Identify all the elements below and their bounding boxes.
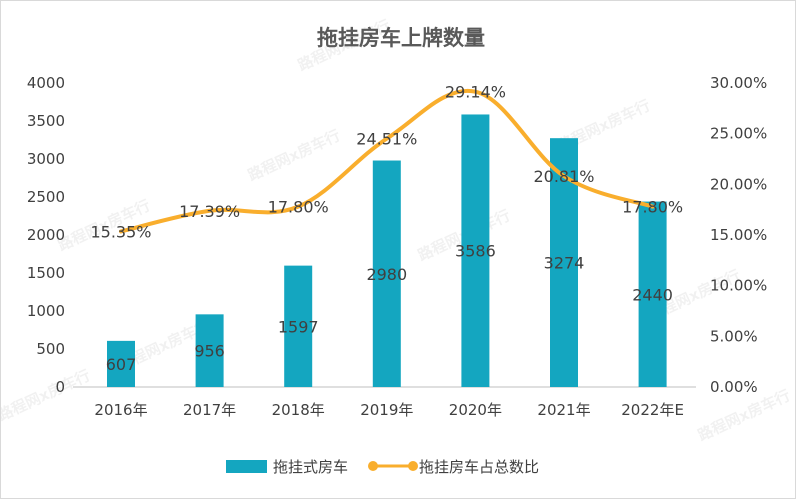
bar-data-label: 3586 xyxy=(455,242,496,261)
right-axis-tick: 25.00% xyxy=(710,125,767,143)
x-axis-tick: 2017年 xyxy=(183,401,236,419)
right-axis-tick: 10.00% xyxy=(710,277,767,295)
right-axis-tick: 15.00% xyxy=(710,226,767,244)
legend: 拖挂式房车 拖挂房车占总数比 xyxy=(226,458,539,476)
x-axis-tick: 2021年 xyxy=(537,401,590,419)
line-data-label: 29.14% xyxy=(445,83,506,102)
bar xyxy=(638,201,667,387)
bar xyxy=(372,160,401,387)
legend-marker xyxy=(368,461,378,471)
bar-series xyxy=(107,114,667,388)
legend-bar-swatch xyxy=(226,460,267,473)
right-axis-tick: 30.00% xyxy=(710,74,767,92)
bar-data-label: 2980 xyxy=(366,265,407,284)
bar xyxy=(107,340,135,387)
line-data-label: 17.39% xyxy=(179,202,240,221)
bar-data-label: 956 xyxy=(194,342,225,361)
right-axis-tick: 5.00% xyxy=(710,327,758,345)
left-axis-tick: 2000 xyxy=(27,226,65,244)
left-axis-tick: 3000 xyxy=(27,150,65,168)
line-data-label: 15.35% xyxy=(90,222,151,241)
line-data-label: 17.80% xyxy=(268,198,329,217)
bar-data-label: 1597 xyxy=(278,317,319,336)
x-axis-labels: 2016年 2017年 2018年 2019年 2020年 2021年 2022年E xyxy=(94,401,684,419)
line-series xyxy=(119,88,655,234)
line-data-label: 20.81% xyxy=(533,167,594,186)
left-axis-tick: 0 xyxy=(55,378,65,396)
legend-line-label: 拖挂房车占总数比 xyxy=(419,458,539,476)
right-axis-tick: 0.00% xyxy=(710,378,758,396)
line-path xyxy=(119,88,655,234)
bar xyxy=(195,314,224,387)
right-axis-tick: 20.00% xyxy=(710,175,767,193)
left-axis-tick: 4000 xyxy=(27,74,65,92)
x-axis-tick: 2022年E xyxy=(621,401,684,419)
bar-data-label: 3274 xyxy=(544,254,585,273)
x-axis-tick: 2020年 xyxy=(449,401,502,419)
bar xyxy=(461,114,490,388)
watermark-text: 路程网x房车行 xyxy=(245,126,343,184)
data-labels: 607 956 1597 2980 3586 3274 2440 15.35% 17.39% 17… xyxy=(90,83,683,374)
left-axis-tick: 500 xyxy=(36,340,65,358)
left-axis-tick: 2500 xyxy=(27,188,65,206)
left-axis-tick: 1500 xyxy=(27,264,65,282)
chart-title: 拖挂房车上牌数量 xyxy=(317,26,485,50)
line-data-label: 17.80% xyxy=(622,198,683,217)
x-axis-tick: 2016年 xyxy=(94,401,147,419)
left-axis: 0 500 1000 1500 2000 2500 3000 3500 4000 xyxy=(27,74,65,396)
bar-data-label: 2440 xyxy=(632,285,673,304)
legend-marker xyxy=(408,461,418,471)
legend-bar-label: 拖挂式房车 xyxy=(273,458,348,476)
x-axis-tick: 2018年 xyxy=(272,401,325,419)
left-axis-tick: 1000 xyxy=(27,302,65,320)
x-axis-tick: 2019年 xyxy=(360,401,413,419)
right-axis: 0.00% 5.00% 10.00% 15.00% 20.00% 25.00% 30.00% xyxy=(710,74,767,396)
bar-data-label: 607 xyxy=(106,355,137,374)
left-axis-tick: 3500 xyxy=(27,112,65,130)
line-data-label: 24.51% xyxy=(356,130,417,149)
watermark-text: 路程网x房车行 xyxy=(1,366,93,424)
bar xyxy=(284,265,313,387)
